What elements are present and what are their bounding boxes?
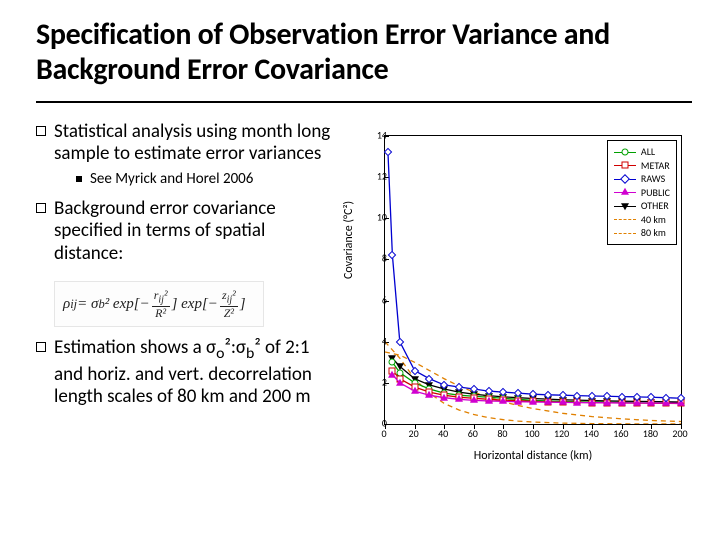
chart-xtick: 40 xyxy=(438,427,448,440)
slide-title: Specification of Observation Error Varia… xyxy=(36,18,692,87)
bullet-1-text: Statistical analysis using month long sa… xyxy=(54,120,330,165)
chart-ytick: 12 xyxy=(357,170,387,183)
chart-xtick: 80 xyxy=(497,427,507,440)
chart-ytick: 14 xyxy=(357,129,387,142)
chart-ytick: 10 xyxy=(357,211,387,224)
chart-xtick: 60 xyxy=(468,427,478,440)
equation-image: ρij = σb² exp[−rij²R²] exp[−zij²Z²] xyxy=(54,281,264,327)
chart-xtick: 160 xyxy=(613,427,628,440)
chart-ytick: 2 xyxy=(357,375,387,388)
bullet-1-sub-1: See Myrick and Horel 2006 xyxy=(76,170,336,188)
chart-plot-area: ALLMETARRAWSPUBLICOTHER40 km80 km xyxy=(384,135,682,425)
chart-xtick: 20 xyxy=(409,427,419,440)
slide-body: Statistical analysis using month long sa… xyxy=(36,111,692,471)
chart-ytick: 6 xyxy=(357,293,387,306)
chart-ytick: 8 xyxy=(357,252,387,265)
slide: Specification of Observation Error Varia… xyxy=(0,0,720,540)
title-underline xyxy=(36,101,692,103)
chart-xtick: 180 xyxy=(643,427,658,440)
text-column: Statistical analysis using month long sa… xyxy=(36,111,336,471)
bullet-3: Estimation shows a σo²:σb² of 2:1 and ho… xyxy=(36,337,336,408)
chart-ylabel: Covariance (°C²) xyxy=(342,201,356,279)
chart-column: Covariance (°C²) ALLMETARRAWSPUBLICOTHER… xyxy=(344,111,692,471)
bullet-1: Statistical analysis using month long sa… xyxy=(36,121,336,188)
chart-xtick: 200 xyxy=(672,427,687,440)
chart-ytick: 4 xyxy=(357,334,387,347)
chart-ytick: 0 xyxy=(357,417,387,430)
bullet-list: Statistical analysis using month long sa… xyxy=(36,121,336,265)
chart-xtick: 140 xyxy=(584,427,599,440)
chart-xtick: 100 xyxy=(524,427,539,440)
chart-xtick: 120 xyxy=(554,427,569,440)
bullet-2: Background error covariance specified in… xyxy=(36,198,336,265)
covariance-chart: Covariance (°C²) ALLMETARRAWSPUBLICOTHER… xyxy=(344,129,689,469)
bullet-list-2: Estimation shows a σo²:σb² of 2:1 and ho… xyxy=(36,337,336,408)
bullet-1-sublist: See Myrick and Horel 2006 xyxy=(54,170,336,188)
chart-xlabel: Horizontal distance (km) xyxy=(384,449,682,463)
